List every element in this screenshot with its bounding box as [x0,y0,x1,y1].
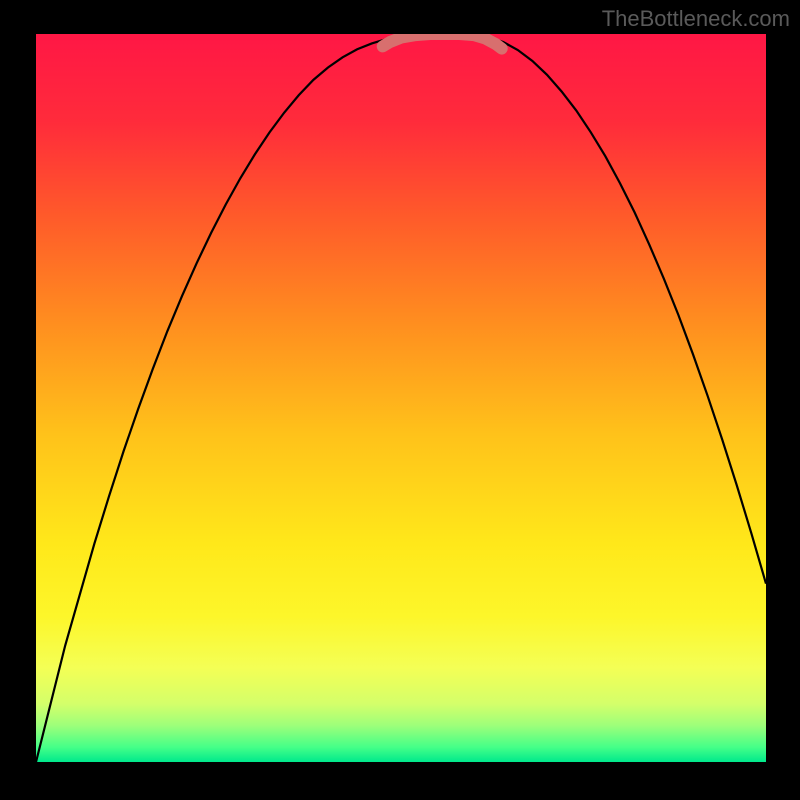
main-curve-line [36,34,766,762]
valley-highlight-line [383,34,502,49]
plot-area [36,34,766,762]
curve-layer [36,34,766,762]
watermark-text: TheBottleneck.com [602,6,790,32]
